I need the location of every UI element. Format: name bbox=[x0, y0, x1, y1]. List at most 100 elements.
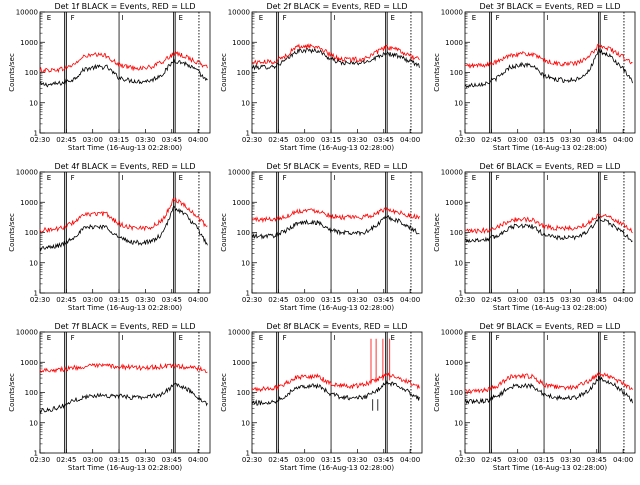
x-axis-label: Start Time (16-Aug-13 02:28:00) bbox=[68, 144, 182, 152]
x-tick-label: 03:45 bbox=[162, 456, 182, 464]
x-tick-label: 03:45 bbox=[162, 136, 182, 144]
time-marker-label: I bbox=[334, 174, 336, 182]
time-marker-label: I bbox=[547, 14, 549, 22]
time-marker-label: F bbox=[71, 14, 75, 22]
time-marker-label: E bbox=[604, 334, 608, 342]
y-tick-label: 1 bbox=[246, 130, 250, 138]
x-tick-label: 02:45 bbox=[56, 456, 76, 464]
plot-frame bbox=[251, 331, 423, 454]
x-tick-label: 03:30 bbox=[135, 456, 155, 464]
time-marker-label: F bbox=[496, 174, 500, 182]
y-tick-label: 10 bbox=[454, 419, 463, 427]
y-tick-label: 1000 bbox=[445, 39, 463, 47]
time-marker-label: E bbox=[472, 14, 476, 22]
time-marker-label: I bbox=[334, 334, 336, 342]
x-tick-label: 03:30 bbox=[560, 456, 580, 464]
x-axis-label: Start Time (16-Aug-13 02:28:00) bbox=[68, 464, 182, 472]
x-axis-label: Start Time (16-Aug-13 02:28:00) bbox=[68, 304, 182, 312]
events-series-line bbox=[251, 47, 420, 71]
y-tick-label: 10 bbox=[241, 99, 250, 107]
y-tick-label: 10000 bbox=[441, 169, 463, 177]
x-axis-label: Start Time (16-Aug-13 02:28:00) bbox=[280, 144, 394, 152]
y-tick-label: 10000 bbox=[16, 329, 38, 337]
lld-series-line bbox=[251, 372, 420, 393]
lld-series-line bbox=[464, 213, 633, 235]
x-tick-label: 03:30 bbox=[135, 296, 155, 304]
x-tick-label: 03:15 bbox=[321, 136, 341, 144]
x-tick-label: 03:30 bbox=[347, 136, 367, 144]
x-axis-label: Start Time (16-Aug-13 02:28:00) bbox=[280, 464, 394, 472]
x-tick-label: 04:00 bbox=[400, 296, 420, 304]
lld-series-line bbox=[464, 371, 633, 395]
time-marker-label: E bbox=[604, 14, 608, 22]
x-tick-label: 02:30 bbox=[242, 136, 262, 144]
y-tick-label: 10000 bbox=[228, 9, 250, 17]
y-tick-label: 10 bbox=[454, 99, 463, 107]
x-tick-label: 03:15 bbox=[109, 296, 129, 304]
x-tick-label: 03:00 bbox=[83, 136, 103, 144]
x-tick-label: 03:30 bbox=[135, 136, 155, 144]
x-tick-label: 03:45 bbox=[587, 136, 607, 144]
x-tick-label: 03:15 bbox=[534, 136, 554, 144]
time-marker-label: I bbox=[547, 334, 549, 342]
y-tick-label: 1000 bbox=[20, 39, 38, 47]
x-tick-label: 04:00 bbox=[613, 296, 633, 304]
x-tick-label: 02:45 bbox=[481, 456, 501, 464]
x-tick-label: 03:15 bbox=[534, 296, 554, 304]
y-axis-label: Counts/sec bbox=[433, 213, 441, 252]
x-tick-label: 04:00 bbox=[400, 136, 420, 144]
x-tick-label: 03:45 bbox=[162, 296, 182, 304]
y-tick-label: 10000 bbox=[228, 169, 250, 177]
y-axis-label: Counts/sec bbox=[220, 373, 228, 412]
x-axis-label: Start Time (16-Aug-13 02:28:00) bbox=[493, 464, 607, 472]
y-tick-label: 100 bbox=[450, 389, 463, 397]
time-marker-label: F bbox=[283, 14, 287, 22]
y-tick-label: 100 bbox=[450, 69, 463, 77]
events-series-line bbox=[39, 205, 208, 252]
x-axis-label: Start Time (16-Aug-13 02:28:00) bbox=[280, 304, 394, 312]
x-tick-label: 02:30 bbox=[455, 456, 475, 464]
x-tick-label: 03:15 bbox=[109, 456, 129, 464]
time-marker-label: F bbox=[283, 334, 287, 342]
x-tick-label: 02:30 bbox=[455, 296, 475, 304]
x-tick-label: 03:45 bbox=[374, 136, 394, 144]
y-axis-label: Counts/sec bbox=[8, 373, 16, 412]
panel-title: Det 8f BLACK = Events, RED = LLD bbox=[266, 322, 407, 331]
plot-frame bbox=[39, 331, 211, 454]
panel-title: Det 3f BLACK = Events, RED = LLD bbox=[479, 2, 620, 11]
y-axis-label: Counts/sec bbox=[220, 53, 228, 92]
y-tick-label: 100 bbox=[237, 389, 250, 397]
plot-frame bbox=[39, 11, 211, 134]
x-tick-label: 02:45 bbox=[268, 456, 288, 464]
detector-panel-8: Det 8f BLACK = Events, RED = LLD 1 10 100 10… bbox=[220, 322, 423, 472]
x-tick-label: 02:45 bbox=[481, 296, 501, 304]
time-marker-label: E bbox=[604, 174, 608, 182]
y-tick-label: 10000 bbox=[228, 329, 250, 337]
x-tick-label: 04:00 bbox=[400, 456, 420, 464]
time-marker-label: F bbox=[283, 174, 287, 182]
y-tick-label: 10000 bbox=[16, 9, 38, 17]
y-tick-label: 1 bbox=[34, 130, 38, 138]
x-tick-label: 03:15 bbox=[321, 456, 341, 464]
panel-title: Det 5f BLACK = Events, RED = LLD bbox=[266, 162, 407, 171]
x-tick-label: 03:00 bbox=[508, 456, 528, 464]
time-marker-label: F bbox=[71, 334, 75, 342]
x-tick-label: 03:45 bbox=[374, 456, 394, 464]
panel-title: Det 1f BLACK = Events, RED = LLD bbox=[54, 2, 195, 11]
lld-series-line bbox=[251, 43, 420, 65]
time-marker-label: F bbox=[496, 334, 500, 342]
x-tick-label: 02:30 bbox=[455, 136, 475, 144]
x-tick-label: 04:00 bbox=[188, 296, 208, 304]
time-marker-label: E bbox=[179, 334, 183, 342]
y-tick-label: 10 bbox=[241, 419, 250, 427]
x-tick-label: 03:00 bbox=[83, 456, 103, 464]
time-marker-label: E bbox=[179, 174, 183, 182]
y-tick-label: 10000 bbox=[441, 329, 463, 337]
events-series-line bbox=[464, 215, 633, 244]
time-marker-label: E bbox=[47, 334, 51, 342]
panel-title: Det 6f BLACK = Events, RED = LLD bbox=[479, 162, 620, 171]
plot-frame bbox=[464, 11, 636, 134]
y-tick-label: 100 bbox=[450, 229, 463, 237]
lld-series-line bbox=[464, 43, 633, 69]
